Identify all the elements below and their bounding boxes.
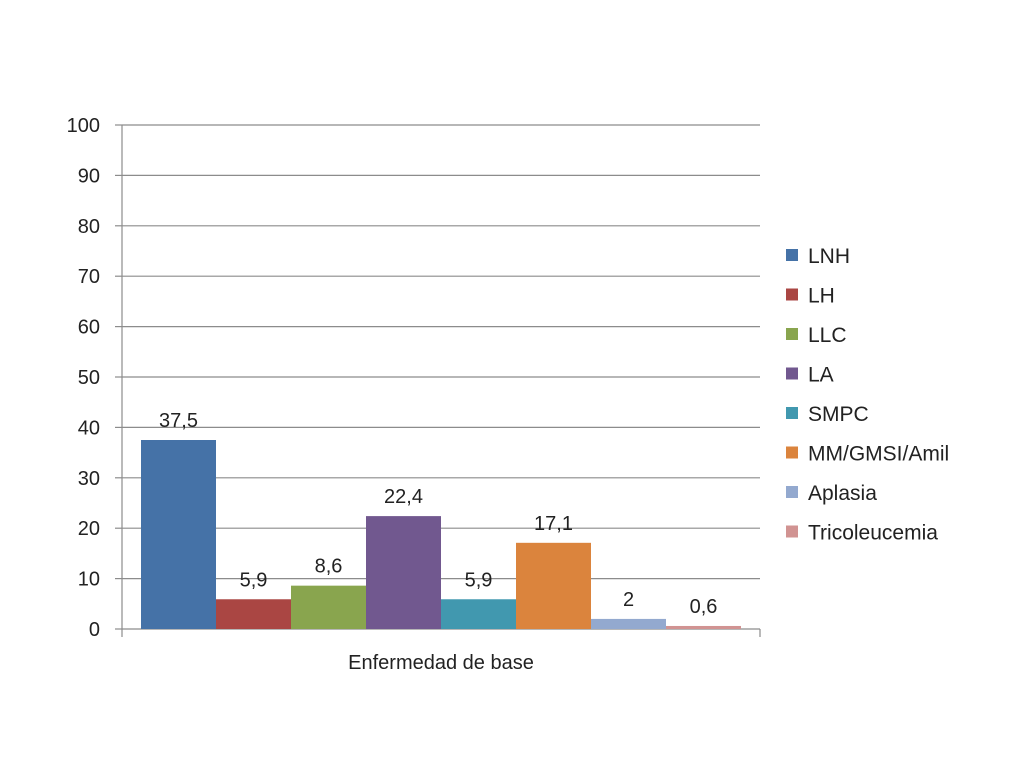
legend-label: MM/GMSI/Amil (808, 443, 949, 466)
data-label: 22,4 (384, 486, 423, 508)
data-label: 0,6 (690, 596, 718, 618)
data-label: 17,1 (534, 513, 573, 535)
axes: 0 10 20 30 40 50 60 70 80 90 100 Enfermedad de base (67, 115, 761, 674)
legend-swatch (786, 367, 798, 380)
y-tick-label: 100 (67, 115, 100, 137)
y-tick-label: 30 (78, 468, 100, 490)
legend-swatch (786, 486, 798, 498)
legend-swatch (786, 249, 798, 261)
bar-aplasia (591, 618, 666, 629)
bar-llc (291, 585, 366, 629)
data-label: 5,9 (240, 569, 268, 591)
category-label: Enfermedad de base (348, 652, 534, 674)
bar-lh (216, 599, 291, 629)
legend-label: LA (808, 364, 834, 387)
legend-label: LLC (808, 324, 847, 347)
y-tick-label: 40 (78, 417, 100, 439)
legend-label: LNH (808, 245, 850, 268)
bar-mm-gmsi-amil (516, 542, 591, 629)
y-tick-label: 80 (78, 216, 100, 238)
data-label: 8,6 (315, 556, 343, 578)
bar-smpc (441, 599, 516, 629)
legend-label: Aplasia (808, 482, 877, 505)
legend-label: Tricoleucemia (808, 522, 938, 545)
y-tick-label: 90 (78, 165, 100, 187)
legend-label: LH (808, 285, 835, 308)
bar-la (366, 516, 441, 629)
data-label: 5,9 (465, 569, 493, 591)
legend: LNH LH LLC LA SMPC MM/GMSI/Amil Aplasia Tricole… (786, 245, 949, 545)
legend-swatch (786, 288, 798, 301)
bars (141, 440, 741, 629)
legend-swatch (786, 407, 798, 419)
legend-swatch (786, 328, 798, 340)
data-label: 37,5 (159, 410, 198, 432)
legend-label: SMPC (808, 403, 869, 426)
data-label: 2 (623, 589, 634, 611)
y-tick-label: 0 (89, 619, 100, 641)
legend-swatch (786, 525, 798, 538)
y-tick-label: 70 (78, 266, 100, 288)
y-tick-label: 60 (78, 317, 100, 339)
bar-tricoleucemia (666, 625, 741, 629)
y-tick-label: 10 (78, 569, 100, 591)
gridlines (122, 124, 760, 580)
legend-swatch (786, 446, 798, 459)
bar-lnh (141, 440, 216, 629)
y-tick-label: 20 (78, 518, 100, 540)
data-labels: 37,5 5,9 8,6 22,4 5,9 17,1 2 0,6 (159, 410, 717, 618)
y-tick-label: 50 (78, 367, 100, 389)
